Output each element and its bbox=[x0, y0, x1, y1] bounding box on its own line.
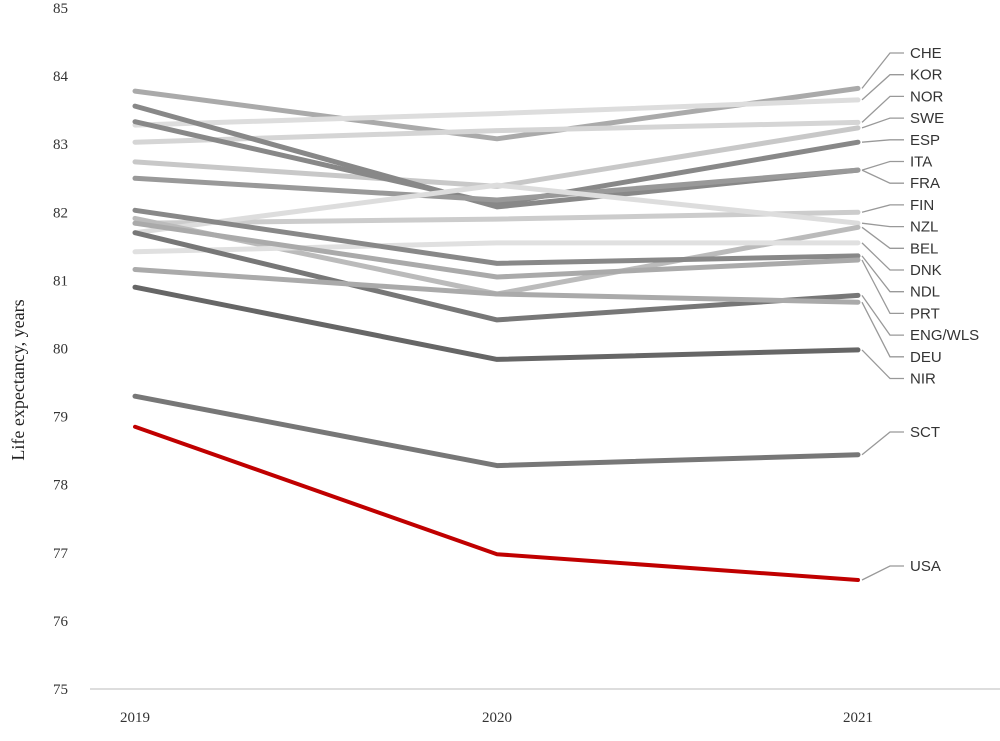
leader-line bbox=[861, 169, 904, 184]
y-tick-label: 80 bbox=[53, 342, 68, 358]
series-label: NOR bbox=[910, 88, 944, 105]
y-tick-label: 84 bbox=[53, 69, 69, 85]
series-label: ITA bbox=[910, 154, 932, 171]
y-tick-label: 75 bbox=[53, 682, 68, 698]
series-line-deu bbox=[132, 267, 861, 305]
series-label: DNK bbox=[910, 262, 942, 279]
leader-line bbox=[861, 160, 904, 171]
leader-line bbox=[861, 74, 904, 101]
leader-line bbox=[861, 242, 904, 271]
leader-line bbox=[861, 255, 904, 293]
series-label: NIR bbox=[910, 371, 936, 388]
y-tick-label: 79 bbox=[53, 410, 68, 426]
series-label: SCT bbox=[910, 424, 940, 441]
y-tick-label: 83 bbox=[53, 137, 68, 153]
y-tick-label: 76 bbox=[53, 614, 69, 630]
series-line-dnk bbox=[132, 240, 861, 255]
series-label: ENG/WLS bbox=[910, 327, 979, 344]
series-label: ESP bbox=[910, 132, 940, 149]
series-line-sct bbox=[132, 393, 861, 469]
series-line-nir bbox=[132, 284, 861, 362]
series-line-usa bbox=[133, 424, 860, 582]
x-tick-label: 2019 bbox=[120, 710, 150, 726]
leader-line bbox=[861, 95, 904, 123]
leader-line bbox=[861, 565, 904, 581]
series-line-eng-wls bbox=[132, 230, 861, 323]
series-line-ndl bbox=[132, 207, 861, 266]
y-tick-label: 81 bbox=[53, 273, 68, 289]
leader-line bbox=[861, 226, 904, 249]
series-line-esp bbox=[132, 119, 861, 207]
leader-line bbox=[861, 204, 904, 213]
series-label: CHE bbox=[910, 45, 942, 62]
series-line-prt bbox=[132, 220, 861, 280]
series-label: USA bbox=[910, 558, 941, 575]
y-tick-label: 85 bbox=[53, 1, 68, 17]
series-label: NZL bbox=[910, 219, 938, 236]
series-line-fin bbox=[132, 209, 861, 226]
leader-line bbox=[861, 301, 904, 358]
x-tick-label: 2021 bbox=[843, 710, 873, 726]
leader-line bbox=[861, 431, 904, 456]
series-line-fra bbox=[132, 167, 861, 203]
leader-line bbox=[861, 259, 904, 315]
leader-line bbox=[861, 222, 904, 228]
series-label: FIN bbox=[910, 197, 934, 214]
x-tick-label: 2020 bbox=[482, 710, 512, 726]
series-label: FRA bbox=[910, 175, 940, 192]
y-tick-label: 78 bbox=[53, 478, 68, 494]
series-label: KOR bbox=[910, 67, 943, 84]
leader-line bbox=[861, 349, 904, 380]
series-label: NDL bbox=[910, 284, 940, 301]
leader-line bbox=[861, 139, 904, 143]
leader-line bbox=[861, 52, 904, 89]
series-label: SWE bbox=[910, 110, 944, 127]
series-line-kor bbox=[132, 97, 861, 128]
series-label: PRT bbox=[910, 305, 940, 322]
y-axis-label: Life expectancy, years bbox=[8, 299, 28, 460]
y-tick-label: 77 bbox=[53, 546, 69, 562]
series-label: BEL bbox=[910, 240, 938, 257]
leader-line bbox=[861, 295, 904, 336]
series-label: DEU bbox=[910, 349, 942, 366]
y-tick-label: 82 bbox=[53, 205, 68, 221]
series-line-nzl bbox=[132, 182, 861, 236]
leader-line bbox=[861, 117, 904, 129]
